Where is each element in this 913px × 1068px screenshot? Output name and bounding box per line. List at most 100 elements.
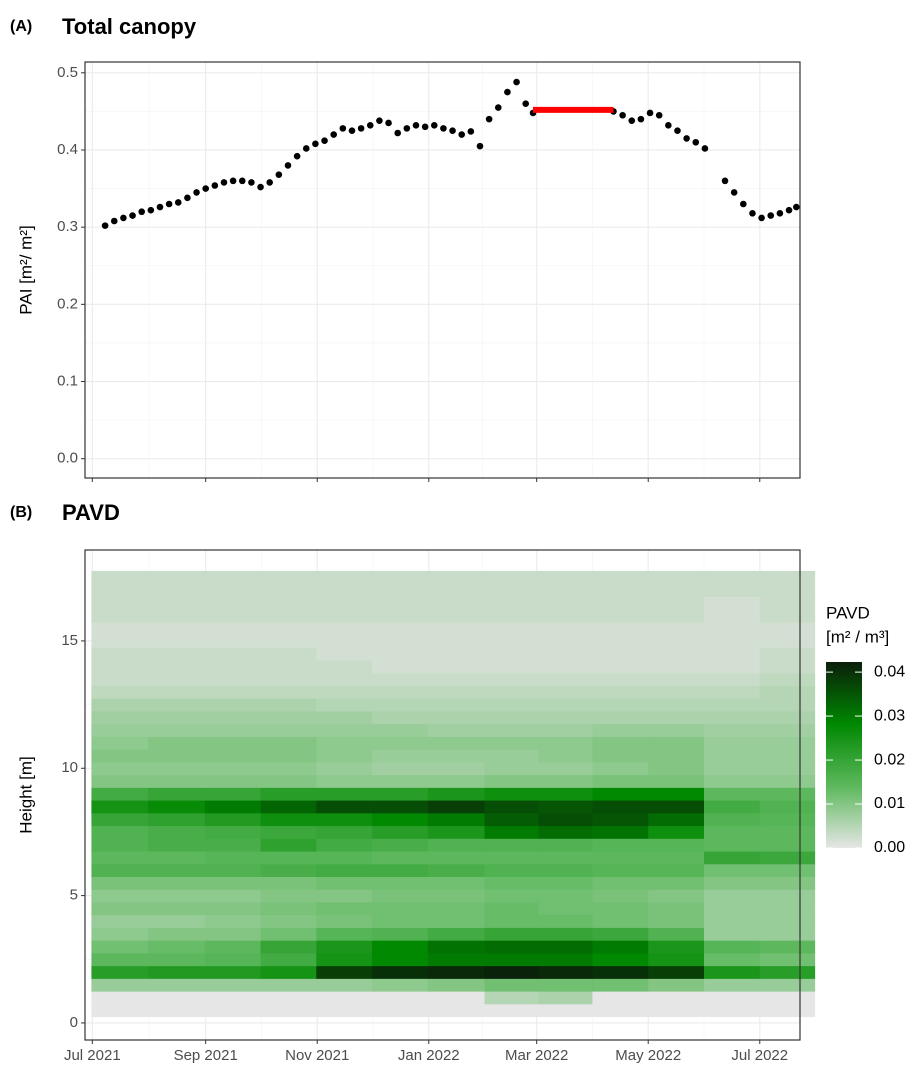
- heatmap-cell: [204, 774, 262, 788]
- x-tick-label: Mar 2022: [505, 1047, 568, 1064]
- heatmap-cell: [204, 901, 262, 916]
- data-point: [637, 115, 645, 123]
- heatmap-cell: [91, 736, 149, 750]
- legend-title: [m² / m³]: [826, 627, 889, 646]
- heatmap-cell: [148, 965, 206, 979]
- data-point: [740, 200, 747, 208]
- heatmap-cell: [592, 978, 649, 992]
- heatmap-cell: [648, 583, 705, 597]
- heatmap-cell: [484, 927, 540, 941]
- heatmap-cell: [316, 825, 373, 839]
- heatmap-cell: [592, 965, 649, 979]
- heatmap-cell: [759, 991, 816, 1005]
- heatmap-cell: [260, 685, 317, 699]
- heatmap-cell: [484, 952, 540, 967]
- heatmap-cell: [427, 660, 486, 674]
- heatmap-cell: [592, 825, 649, 839]
- legend-title: PAVD: [826, 603, 870, 622]
- heatmap-cell: [316, 672, 373, 686]
- heatmap-cell: [648, 660, 705, 674]
- heatmap-cell: [148, 583, 206, 597]
- heatmap-cell: [703, 927, 761, 941]
- heatmap-cell: [260, 609, 317, 623]
- panel-tag: (B): [10, 504, 32, 521]
- heatmap-cell: [316, 774, 373, 788]
- heatmap-cell: [91, 851, 149, 865]
- heatmap-cell: [759, 723, 816, 737]
- heatmap-cell: [372, 838, 429, 852]
- heatmap-cell: [260, 583, 317, 597]
- heatmap-cell: [372, 901, 429, 916]
- heatmap-cell: [372, 800, 429, 814]
- heatmap-cell: [427, 723, 486, 737]
- heatmap-cell: [592, 800, 649, 814]
- data-point: [284, 162, 292, 169]
- heatmap-cell: [592, 901, 649, 916]
- heatmap-cell: [484, 634, 540, 648]
- heatmap-cell: [484, 800, 540, 814]
- heatmap-cell: [372, 978, 429, 992]
- heatmap-cell: [372, 570, 429, 585]
- heatmap-cell: [91, 570, 149, 585]
- heatmap-cell: [204, 863, 262, 877]
- heatmap-cell: [372, 889, 429, 903]
- heatmap-cell: [648, 698, 705, 712]
- heatmap-cell: [260, 927, 317, 941]
- heatmap-cell: [372, 774, 429, 788]
- heatmap-cell: [484, 621, 540, 636]
- heatmap-cell: [648, 710, 705, 725]
- heatmap-cell: [427, 596, 486, 610]
- heatmap-cell: [427, 851, 486, 865]
- heatmap-cell: [648, 901, 705, 916]
- heatmap-cell: [204, 940, 262, 954]
- heatmap-cell: [592, 952, 649, 967]
- heatmap-cell: [538, 647, 593, 661]
- heatmap-cell: [372, 672, 429, 686]
- heatmap-cell: [427, 838, 486, 852]
- heatmap-cell: [204, 621, 262, 636]
- heatmap-cell: [427, 978, 486, 992]
- heatmap-cell: [316, 749, 373, 763]
- data-point: [266, 179, 273, 186]
- heatmap-cell: [91, 952, 149, 967]
- heatmap-cell: [484, 863, 540, 877]
- data-point: [129, 212, 136, 219]
- heatmap-cell: [484, 965, 540, 979]
- heatmap-cell: [260, 634, 317, 648]
- data-point: [776, 209, 784, 217]
- y-tick-label: 15: [61, 632, 78, 649]
- heatmap-cell: [484, 672, 540, 686]
- panel-border: [84, 61, 801, 479]
- heatmap-cell: [91, 889, 149, 903]
- heatmap-cell: [759, 710, 816, 725]
- heatmap-cell: [592, 736, 649, 750]
- heatmap-cell: [204, 825, 262, 839]
- heatmap-cell: [427, 952, 486, 967]
- heatmap-cell: [148, 698, 206, 712]
- heatmap-cell: [592, 685, 649, 699]
- heatmap-cell: [648, 621, 705, 636]
- colorbar-label: 0.03: [874, 707, 905, 724]
- heatmap-cell: [592, 889, 649, 903]
- data-point: [749, 209, 756, 217]
- heatmap-cell: [484, 889, 540, 903]
- heatmap-cell: [648, 991, 705, 1005]
- heatmap-cell: [148, 991, 206, 1005]
- heatmap-cell: [91, 812, 149, 827]
- data-point: [440, 125, 447, 132]
- heatmap-cell: [316, 965, 373, 979]
- heatmap-cell: [204, 710, 262, 725]
- data-point: [184, 194, 191, 202]
- heatmap-cell: [316, 876, 373, 890]
- x-tick-label: Sep 2021: [174, 1047, 238, 1064]
- y-tick-label: 0: [70, 1014, 78, 1031]
- heatmap-cell: [91, 583, 149, 597]
- x-tick-label: Jul 2021: [64, 1047, 121, 1064]
- heatmap-cell: [648, 838, 705, 852]
- heatmap-cell: [648, 749, 705, 763]
- heatmap-cell: [372, 914, 429, 928]
- heatmap-cell: [648, 978, 705, 992]
- heatmap-cell: [316, 583, 373, 597]
- data-point: [522, 100, 530, 107]
